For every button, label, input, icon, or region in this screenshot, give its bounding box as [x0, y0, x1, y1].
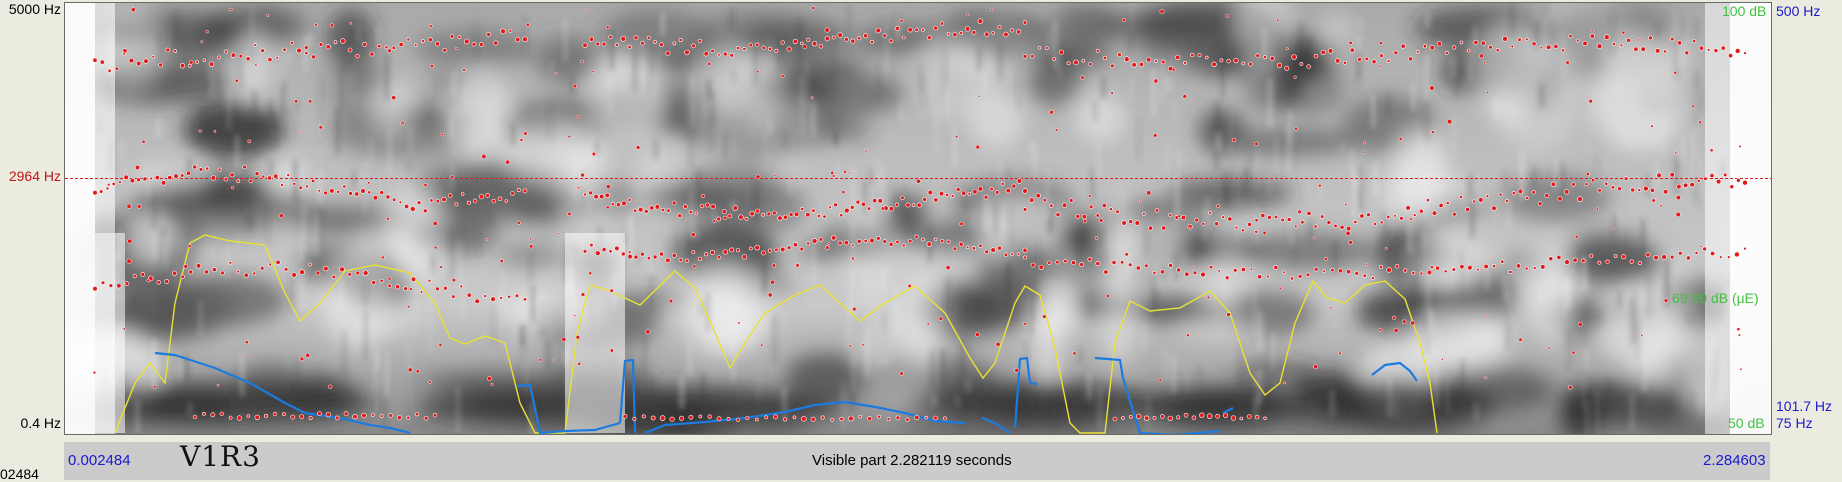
time-end-label[interactable]: 2.284603 [1703, 452, 1766, 469]
intensity-min-label: 50 dB [1728, 415, 1765, 431]
file-name-label: V1R3 [180, 440, 261, 473]
pitch-current-label: 101.7 Hz [1776, 398, 1833, 414]
visible-part-label[interactable]: Visible part 2.282119 seconds [812, 452, 1012, 469]
intensity-mid-label: 69.99 dB (µE) [1672, 290, 1759, 306]
intensity-curve [114, 234, 1438, 434]
cursor-time-label: 02484 [0, 466, 39, 482]
frequency-min-label: 0.4 Hz [20, 415, 61, 431]
spectrogram-panel[interactable] [64, 2, 1772, 435]
frequency-cursor-label: 2964 Hz [8, 168, 61, 184]
frequency-max-label: 5000 Hz [8, 1, 61, 17]
pitch-min-label: 75 Hz [1776, 415, 1813, 431]
formant-dots [92, 6, 1748, 422]
time-start-label[interactable]: 0.002484 [68, 452, 131, 469]
time-bar[interactable] [64, 442, 1770, 480]
intensity-max-label: 100 dB [1722, 3, 1767, 19]
pitch-max-label: 500 Hz [1776, 3, 1821, 19]
spectrogram-canvas[interactable] [65, 3, 1771, 434]
spectrogram-fade-edges [65, 3, 1771, 434]
